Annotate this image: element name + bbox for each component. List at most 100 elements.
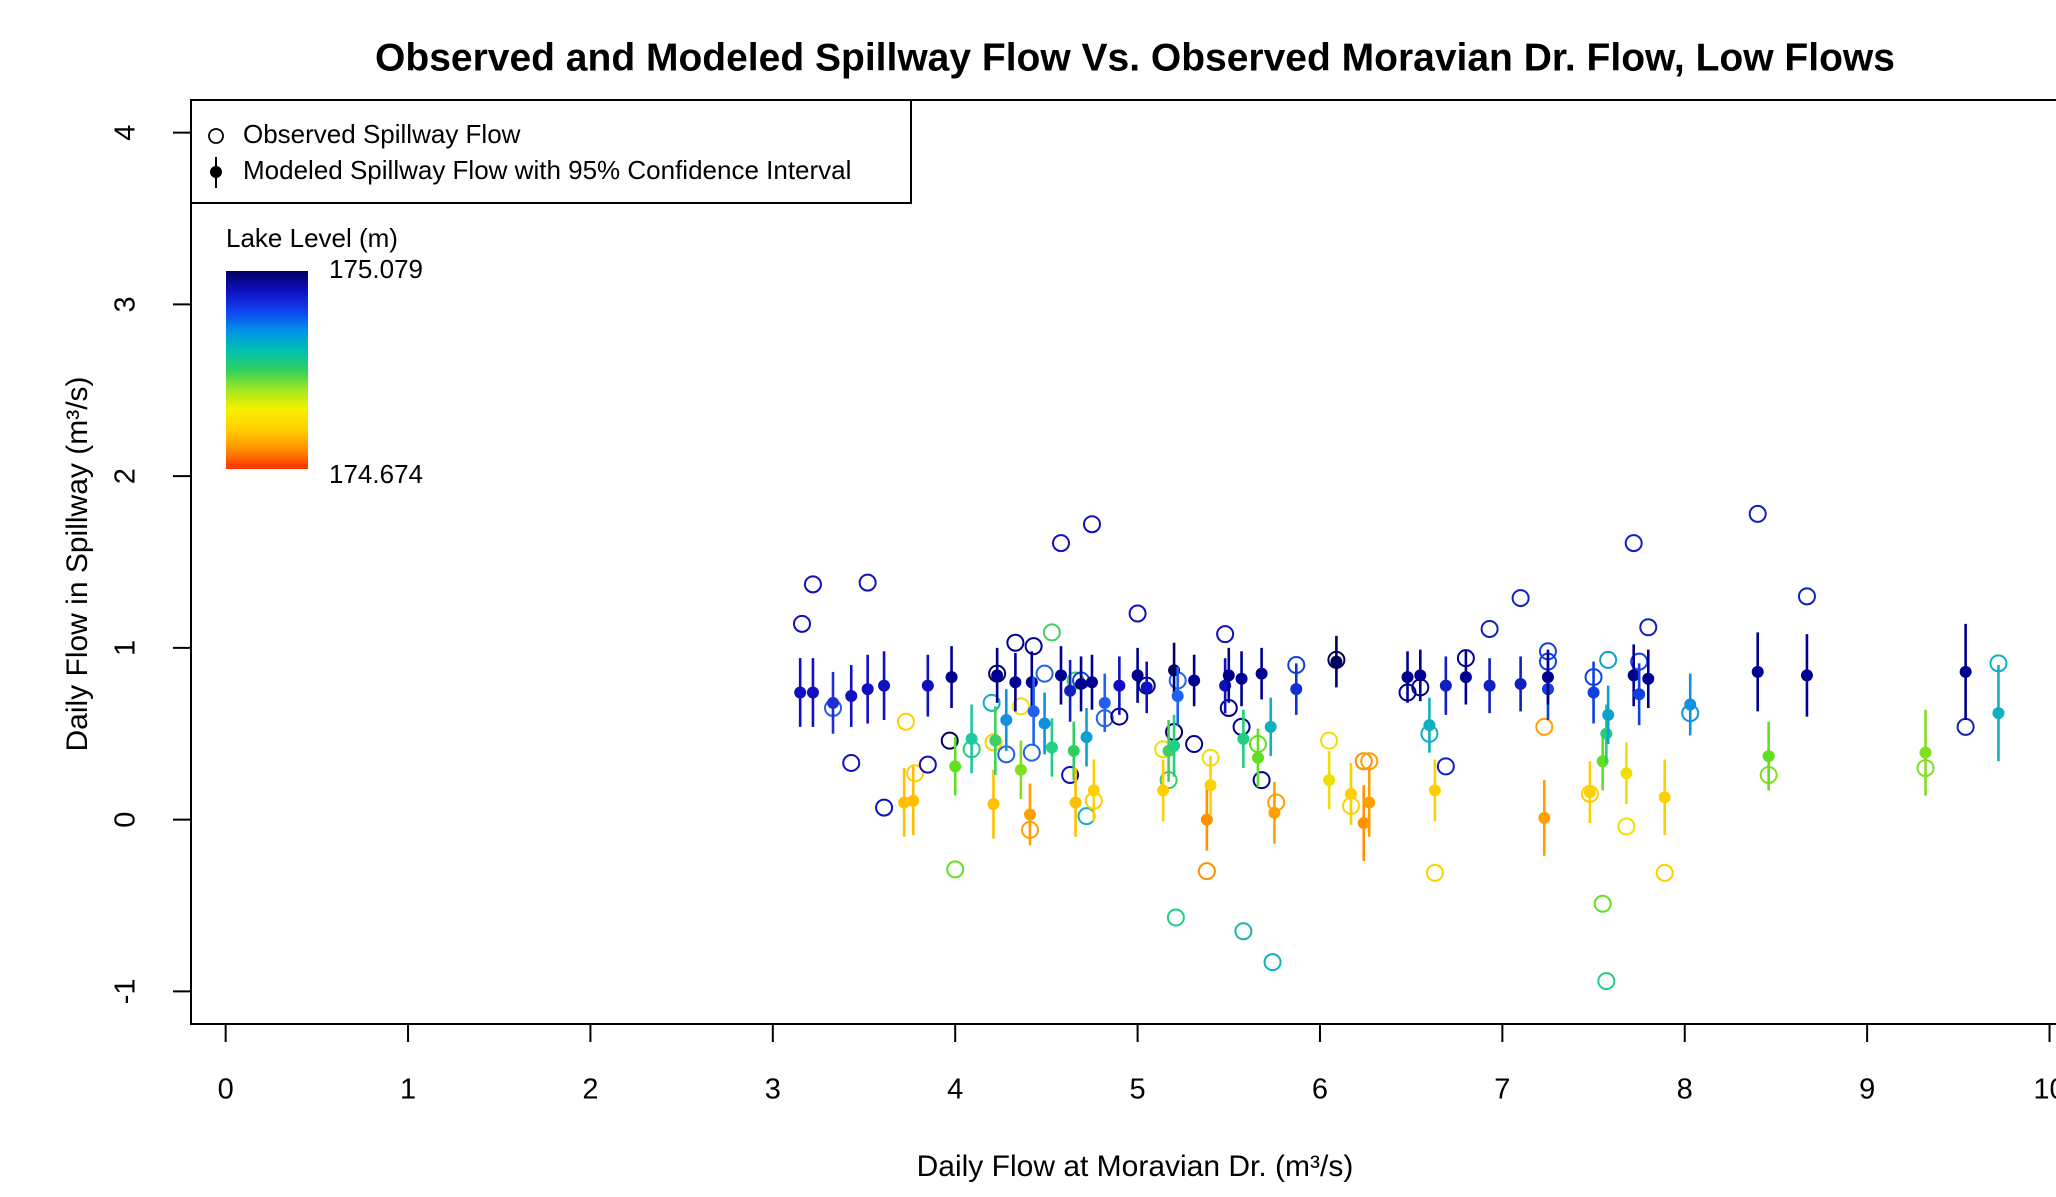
modeled-point [1235, 672, 1248, 685]
observed-point [1748, 504, 1767, 523]
legend-box [190, 99, 912, 204]
y-tick-label: 1 [110, 640, 142, 656]
modeled-point [1658, 791, 1671, 804]
modeled-point [1098, 696, 1111, 709]
colorbar-max-label: 175.079 [329, 254, 423, 284]
modeled-point [1583, 786, 1596, 799]
observed-point [1197, 862, 1216, 881]
modeled-point [1323, 774, 1336, 787]
observed-point [1320, 731, 1339, 750]
modeled-point [907, 794, 920, 807]
modeled-point [1064, 684, 1077, 697]
modeled-point [1344, 787, 1357, 800]
y-tick-label: 3 [110, 296, 142, 312]
modeled-point [1357, 817, 1370, 830]
modeled-point [1401, 671, 1414, 684]
observed-point [1252, 771, 1271, 790]
observed-point [1022, 743, 1041, 762]
observed-point [1354, 752, 1373, 771]
modeled-point [1800, 669, 1813, 682]
observed-point [1024, 637, 1043, 656]
modeled-point [1264, 720, 1277, 733]
modeled-point [987, 798, 1000, 811]
x-tick-label: 6 [1312, 1074, 1328, 1106]
modeled-point [1483, 679, 1496, 692]
modeled-point [921, 679, 934, 692]
colorbar [226, 271, 308, 469]
y-axis-label: Daily Flow in Spillway (m³/s) [61, 376, 94, 751]
modeled-point [991, 669, 1004, 682]
modeled-point [1414, 669, 1427, 682]
modeled-point [1423, 719, 1436, 732]
x-axis-label: Daily Flow at Moravian Dr. (m³/s) [917, 1150, 1354, 1183]
modeled-point [1600, 727, 1613, 740]
observed-point [1216, 625, 1235, 644]
observed-point [1035, 664, 1054, 683]
x-tick-label: 8 [1677, 1074, 1693, 1106]
observed-point [984, 733, 1003, 752]
modeled-point [1627, 669, 1640, 682]
modeled-point [1992, 707, 2005, 720]
modeled-point [1330, 655, 1343, 668]
observed-point [1797, 587, 1816, 606]
observed-point [1511, 589, 1530, 608]
x-tick-label: 4 [947, 1074, 963, 1106]
modeled-point [1428, 784, 1441, 797]
modeled-point [1171, 689, 1184, 702]
observed-point [858, 573, 877, 592]
observed-point [1234, 922, 1253, 941]
observed-point [803, 575, 822, 594]
modeled-point [1113, 679, 1126, 692]
observed-point [1480, 619, 1499, 638]
modeled-point [1959, 665, 1972, 678]
modeled-point [1131, 669, 1144, 682]
observed-point [875, 798, 894, 817]
modeled-point [861, 683, 874, 696]
observed-point [1617, 817, 1636, 836]
modeled-point [1045, 741, 1058, 754]
modeled-point [1684, 698, 1697, 711]
modeled-point [1222, 669, 1235, 682]
x-tick-label: 0 [218, 1074, 234, 1106]
observed-point [1166, 908, 1185, 927]
modeled-point [1087, 784, 1100, 797]
observed-point [918, 755, 937, 774]
observed-point [1128, 604, 1147, 623]
observed-point [1051, 534, 1070, 553]
modeled-point [1009, 676, 1022, 689]
modeled-point [878, 679, 891, 692]
chart-title: Observed and Modeled Spillway Flow Vs. O… [375, 36, 1895, 79]
observed-point [1436, 757, 1455, 776]
modeled-point [1919, 746, 1932, 759]
observed-point [1599, 650, 1618, 669]
x-tick-label: 1 [400, 1074, 416, 1106]
modeled-point [1027, 705, 1040, 718]
observed-point [1006, 633, 1025, 652]
modeled-point [965, 732, 978, 745]
modeled-point [1459, 671, 1472, 684]
modeled-point [1620, 767, 1633, 780]
modeled-point [1268, 806, 1281, 819]
observed-point [1077, 807, 1096, 826]
legend-symbol [208, 128, 224, 144]
modeled-point [1023, 808, 1036, 821]
modeled-point [1025, 676, 1038, 689]
modeled-point [1642, 672, 1655, 685]
observed-point [1624, 534, 1643, 553]
y-tick-label: 2 [110, 468, 142, 484]
modeled-point [1251, 751, 1264, 764]
modeled-point [1602, 708, 1615, 721]
modeled-point [1290, 683, 1303, 696]
modeled-point [945, 671, 958, 684]
modeled-point [1157, 784, 1170, 797]
x-tick-label: 10 [2033, 1074, 2056, 1106]
observed-point [1011, 697, 1030, 716]
observed-point [1082, 515, 1101, 534]
observed-point [1655, 863, 1674, 882]
modeled-point [1237, 732, 1250, 745]
plot-frame [190, 99, 2056, 1025]
modeled-point [1538, 811, 1551, 824]
modeled-point [1633, 688, 1646, 701]
